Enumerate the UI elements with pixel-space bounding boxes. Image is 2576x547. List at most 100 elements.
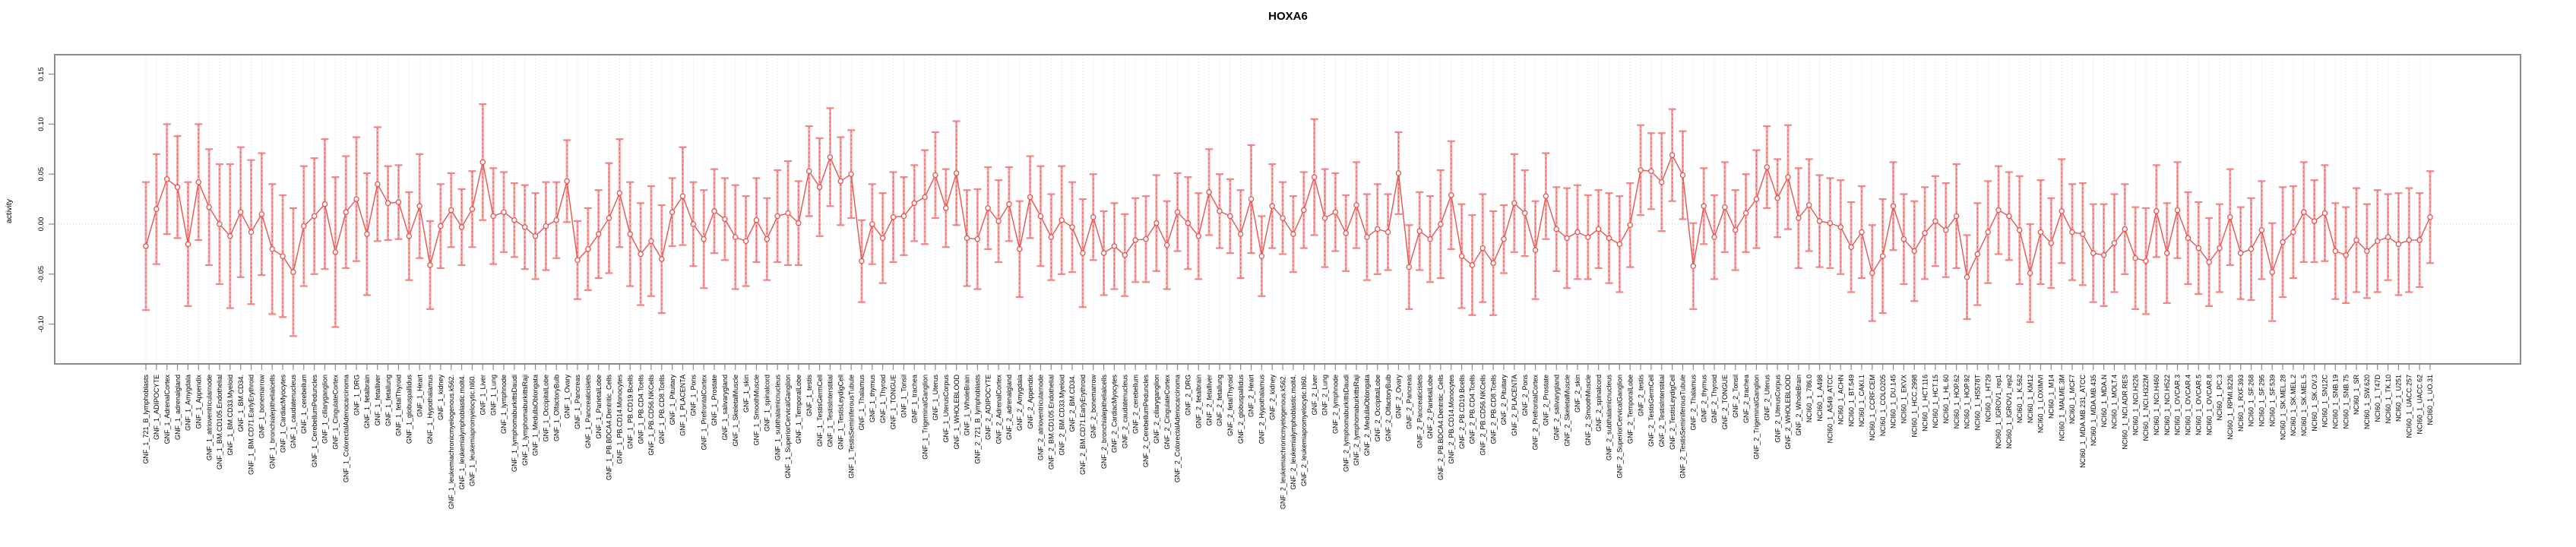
x-axis-tick-label: GNF_2_BM.CD34. — [1068, 375, 1076, 432]
x-axis-tick-label: NCI60_1_SW.620 — [2363, 375, 2371, 429]
data-point — [1764, 164, 1771, 170]
data-point — [2006, 213, 2012, 220]
data-point — [711, 208, 717, 214]
data-point — [2185, 235, 2191, 242]
data-point — [1911, 248, 1917, 255]
data-point — [2353, 237, 2359, 243]
y-axis-tick-label: -0.05 — [37, 266, 46, 283]
data-point — [301, 223, 307, 229]
data-point — [732, 234, 739, 240]
x-axis-tick-label: GNF_1_BM.CD105.Endothelial — [216, 375, 223, 470]
data-point — [848, 171, 854, 177]
x-axis-tick-label: NCI60_1_IGROV1_rep2 — [2005, 375, 2013, 449]
x-axis-tick-label: GNF_2_ParietalLobe — [1426, 375, 1434, 439]
data-point — [1048, 234, 1055, 240]
data-point — [185, 241, 191, 248]
x-axis-tick-label: GNF_1_Tonsil — [900, 375, 908, 418]
x-axis-tick-label: GNF_1_cerebellum — [300, 375, 308, 434]
y-axis-tick-label: 0.10 — [37, 117, 46, 131]
data-point — [1690, 263, 1697, 270]
x-axis-tick-label: GNF_2_atrioventricularnode — [1037, 375, 1045, 460]
data-point — [2301, 209, 2307, 215]
plot-border — [54, 54, 2521, 365]
data-point — [269, 246, 275, 252]
x-axis-tick-label: GNF_1_fetalliver — [374, 375, 381, 426]
x-axis-tick-label: GNF_1_ParietalLobe — [595, 375, 603, 439]
data-point — [764, 236, 771, 242]
x-axis-tick-label: GNF_2_caudatenucleus — [1121, 375, 1128, 449]
x-axis-tick-label: GNF_2_Uterus — [1763, 375, 1771, 421]
data-point — [1027, 194, 1033, 201]
x-axis-tick-label: GNF_2_Thalamus — [1690, 375, 1698, 431]
data-point — [2154, 208, 2160, 214]
data-point — [1679, 172, 1686, 179]
x-axis-tick-label: GNF_1_leukemiapromyelocytic.hl60. — [469, 375, 476, 486]
data-point — [2206, 259, 2212, 265]
data-point — [427, 262, 433, 268]
x-axis-tick-label: GNF_2_bronchialepithelialcells — [1100, 375, 1108, 470]
data-point — [490, 213, 496, 220]
data-point — [890, 214, 897, 220]
data-point — [206, 204, 212, 210]
y-axis-tick-label: 0.00 — [37, 217, 46, 232]
x-axis-tick-label: NCI60_1_HL.60 — [1942, 375, 1950, 424]
x-axis-tick-label: GNF_1_TestisInterstitial — [827, 375, 834, 447]
x-axis-tick-label: GNF_2_SuperiorCervicalGanglion — [1616, 375, 1624, 479]
data-point — [1564, 235, 1570, 242]
data-point — [701, 236, 707, 242]
x-axis-tick-label: NCI60_1_SF.268 — [2248, 375, 2255, 427]
data-point — [2311, 218, 2318, 224]
data-point — [922, 194, 928, 201]
data-point — [1006, 201, 1012, 207]
x-axis-tick-label: GNF_2_trachea — [1742, 375, 1750, 423]
x-axis-tick-label: GNF_1_WHOLEBLOOD — [953, 375, 960, 450]
x-axis-tick-label: NCI60_1_SK.MEL.2 — [2290, 375, 2297, 436]
x-axis-tick-label: GNF_2_TestisInterstitial — [1658, 375, 1666, 447]
x-axis-tick-label: NCI60_1_HOP.62 — [1953, 375, 1960, 428]
x-axis-tick-label: NCI60_1_EKVX — [1900, 375, 1908, 424]
data-point — [2406, 237, 2413, 243]
data-point — [1722, 204, 1728, 210]
x-axis-tick-label: GNF_2_leukemiachronicmyelogenous.k562. — [1279, 375, 1286, 509]
x-axis-tick-label: NCI60_1_UO.31 — [2426, 375, 2434, 425]
data-point — [574, 257, 581, 264]
x-axis-tick-label: GNF_2_721_B_lymphoblasts — [974, 375, 982, 464]
x-axis-tick-label: NCI60_1_TK.10 — [2385, 375, 2392, 424]
data-point — [1900, 236, 1907, 242]
data-point — [2090, 250, 2097, 256]
x-axis-tick-label: GNF_1_kidney — [437, 375, 445, 421]
x-axis-tick-label: GNF_1_CingulateCortex — [332, 375, 340, 450]
x-axis-tick-label: NCI60_1_ACHN — [1837, 375, 1844, 425]
x-axis-tick-label: GNF_2_Lung — [1321, 375, 1329, 416]
data-point — [1237, 231, 1244, 237]
x-axis-tick-label: NCI60_1_HCT.116 — [1921, 375, 1929, 432]
data-point — [648, 238, 654, 245]
data-point — [1290, 231, 1296, 237]
x-axis-tick-label: GNF_2_fetalThyroid — [1226, 375, 1234, 436]
x-axis-tick-label: GNF_2_lymphomaburkittsDaudi — [1342, 375, 1350, 472]
x-axis-tick-label: GNF_2_AdrenalCortex — [995, 375, 1002, 444]
x-axis-tick-label: GNF_2_Hypothalamus — [1258, 375, 1266, 444]
data-point — [448, 207, 454, 213]
x-axis-tick-label: GNF_2_DRG — [1185, 375, 1192, 416]
data-point — [258, 211, 265, 217]
x-axis-tick-label: GNF_1_bronchialepithelialcells — [268, 375, 276, 470]
data-point — [280, 253, 286, 259]
x-axis-tick-label: GNF_1_Liver — [479, 375, 486, 416]
data-point — [1185, 220, 1191, 226]
data-point — [869, 221, 875, 227]
x-axis-tick-label: GNF_1_OlfactoryBulb — [552, 375, 560, 441]
data-point — [1017, 246, 1023, 252]
x-axis-tick-label: NCI60_1_HT29 — [1984, 375, 1992, 422]
data-point — [1090, 214, 1097, 220]
x-axis-tick-label: GNF_2_MedullaOblongata — [1363, 375, 1371, 456]
x-axis-tick-label: GNF_1_leukemiachronicmyelogenous.k562. — [448, 375, 455, 509]
x-axis-tick-label: GNF_1_Pons — [690, 375, 698, 416]
data-point — [1638, 167, 1644, 173]
x-axis-tick-label: NCI60_1_KM12 — [2027, 375, 2034, 423]
data-point — [2217, 245, 2223, 251]
x-axis-tick-label: GNF_1_adrenalgland — [174, 375, 182, 440]
data-point — [690, 221, 697, 227]
x-axis-tick-label: NCI60_1_CAKI.1 — [1858, 375, 1866, 427]
